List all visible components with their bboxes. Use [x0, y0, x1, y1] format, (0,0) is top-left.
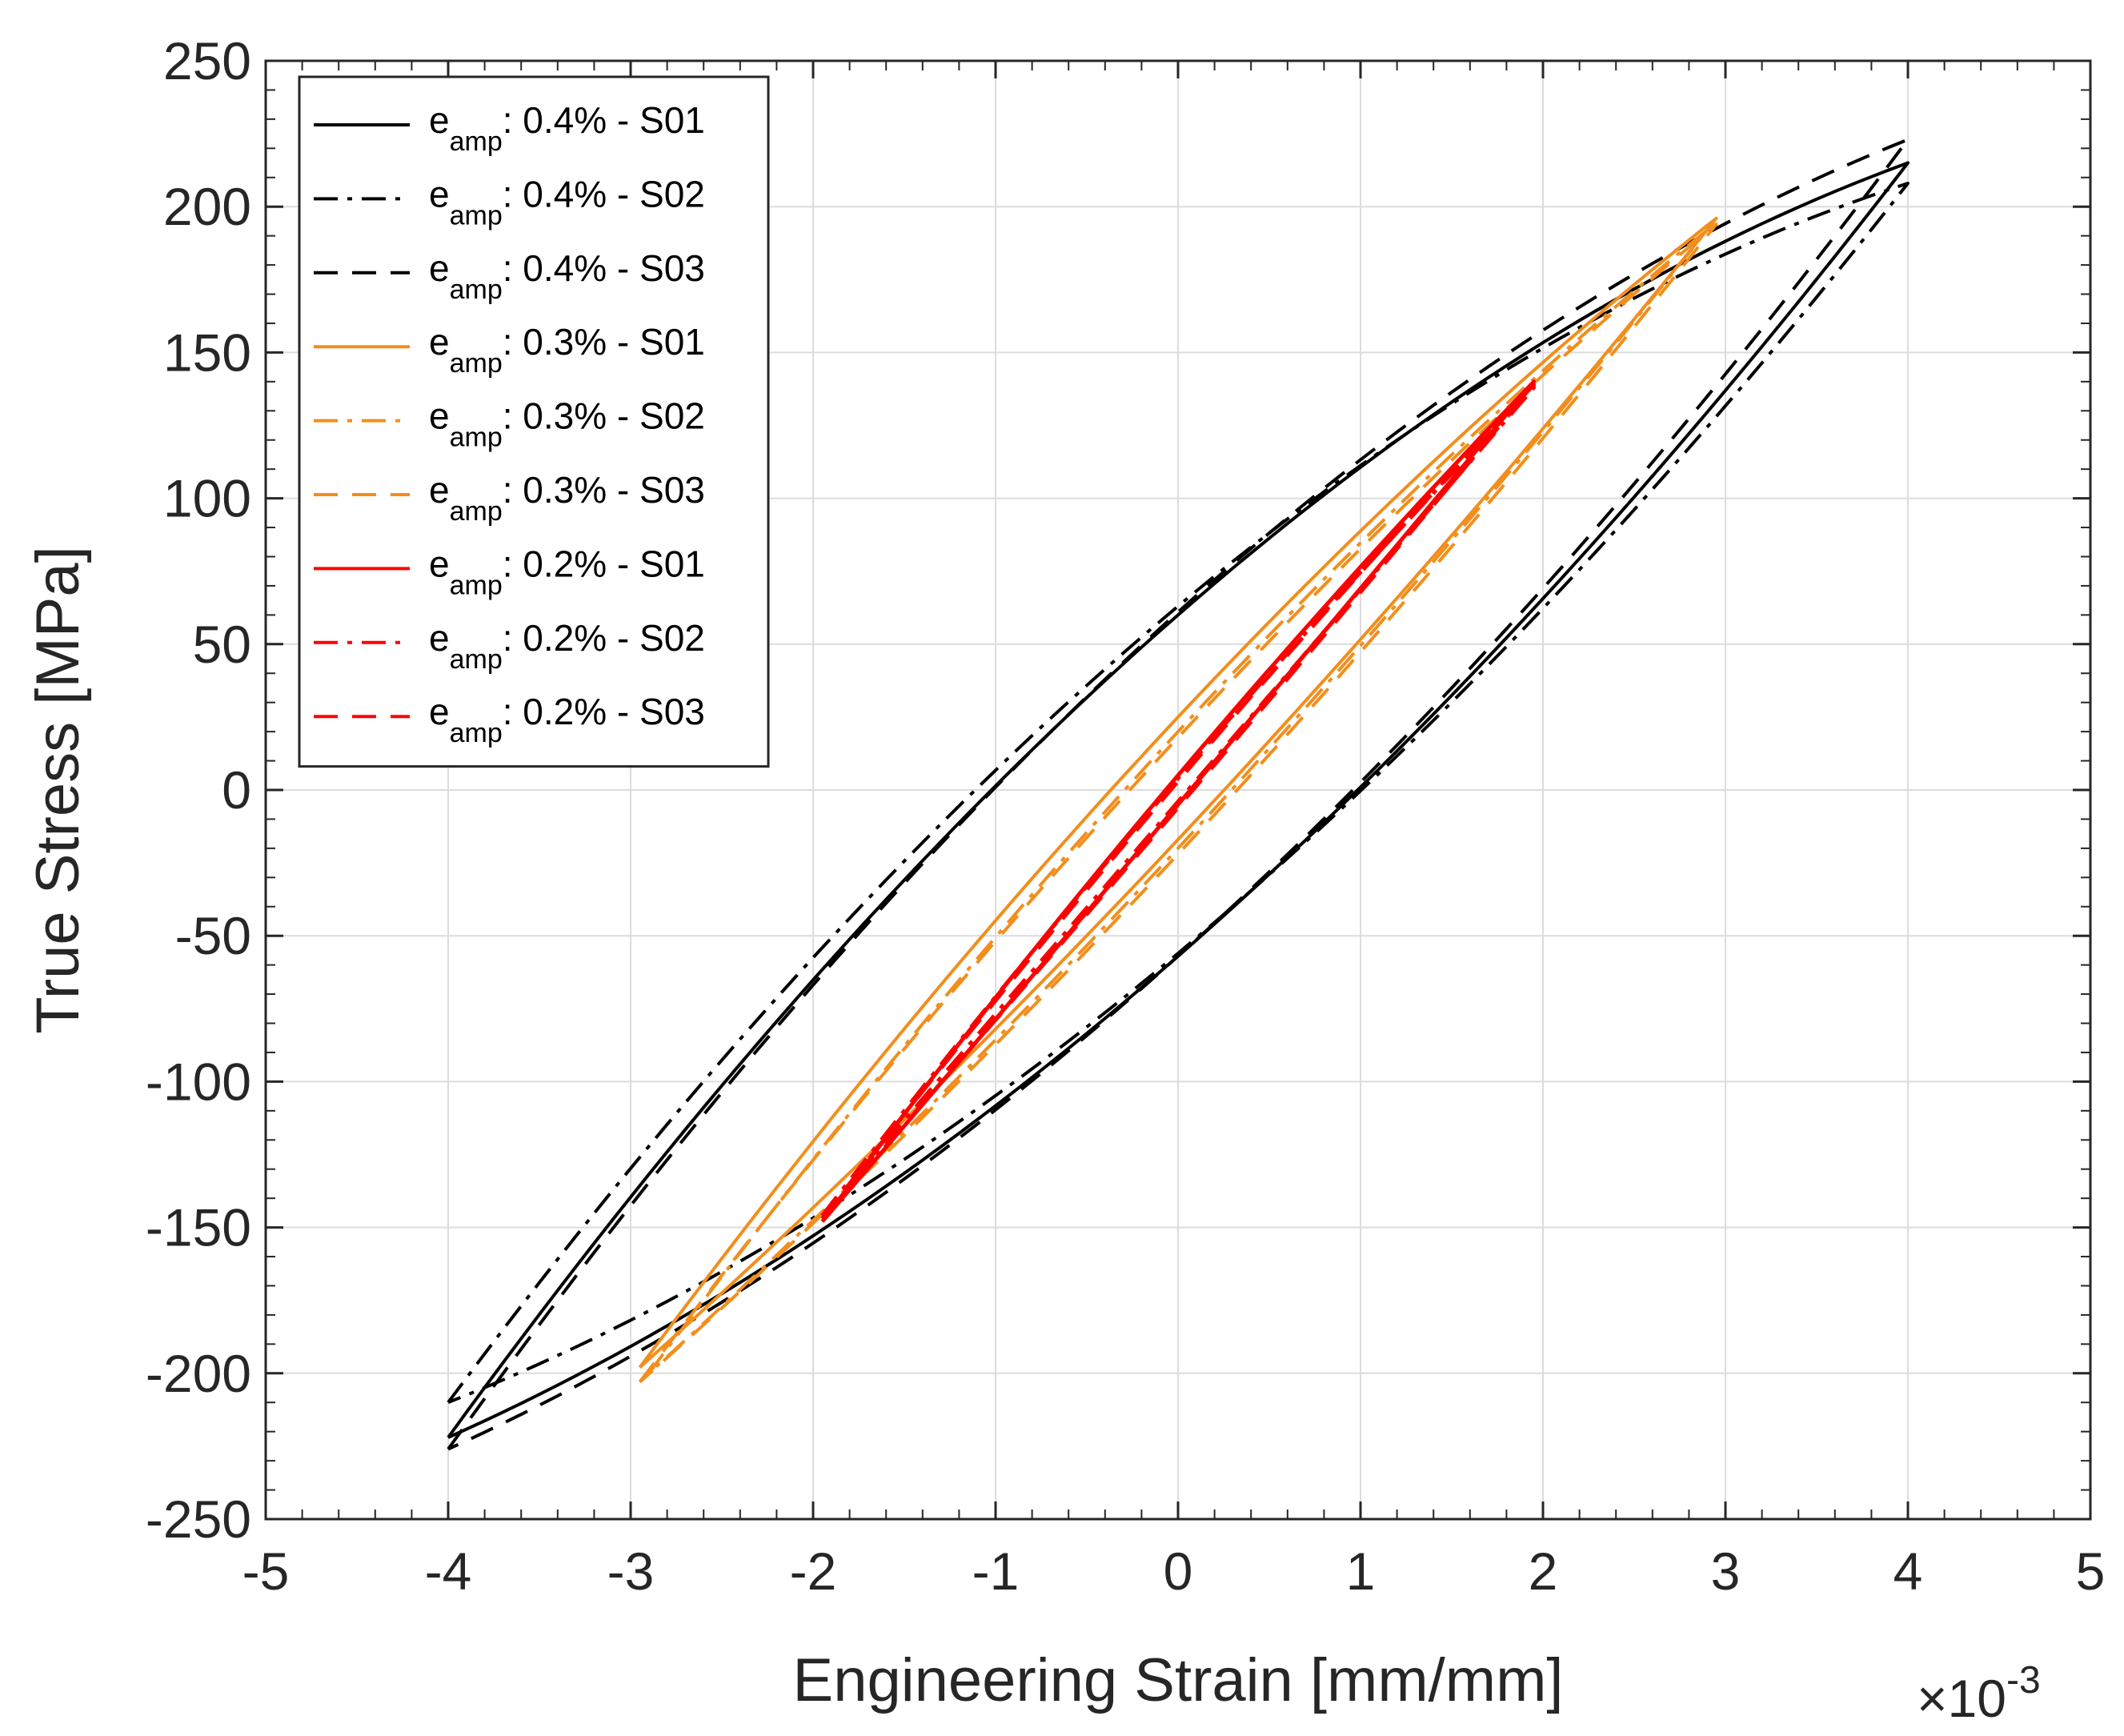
x-multiplier-base: ×10 — [1917, 1669, 2006, 1728]
legend-entry-subscript: amp — [450, 348, 503, 379]
legend-entry-subscript: amp — [450, 644, 503, 675]
series-loop — [638, 216, 1718, 1369]
y-tick-label: -50 — [175, 906, 251, 965]
y-tick-label: -100 — [146, 1052, 251, 1111]
legend-entry-symbol: e — [429, 395, 450, 437]
legend-entry-label: : 0.4% - S03 — [503, 247, 705, 289]
y-tick-label: -250 — [146, 1489, 251, 1549]
y-tick-label: 50 — [193, 615, 251, 674]
legend-entry-label: : 0.3% - S02 — [503, 395, 705, 437]
legend-entry-label: : 0.4% - S01 — [503, 99, 705, 141]
legend-entry-label: : 0.4% - S02 — [503, 173, 705, 214]
x-tick-label: -4 — [425, 1542, 472, 1601]
legend-entry: eamp: 0.2% - S03 — [429, 691, 705, 748]
x-tick-label: 0 — [1164, 1542, 1193, 1601]
x-tick-label: 3 — [1711, 1542, 1741, 1601]
legend-entry-subscript: amp — [450, 718, 503, 748]
legend-entry-subscript: amp — [450, 496, 503, 527]
x-tick-label: 4 — [1894, 1542, 1923, 1601]
x-tick-label: 2 — [1529, 1542, 1558, 1601]
legend-entry: eamp: 0.3% - S02 — [429, 395, 705, 453]
legend-entry-symbol: e — [429, 321, 450, 363]
axis-tick-labels: -5 -4 -3 -2 -1 0 1 2 3 4 5 250 200 150 100 50 0 -50 -100 -1… — [146, 31, 2105, 1601]
series-loop — [447, 138, 1910, 1451]
legend-entry: eamp: 0.4% - S02 — [429, 173, 705, 231]
legend-entry-symbol: e — [429, 247, 450, 289]
series-loop — [447, 182, 1910, 1405]
y-tick-label: 150 — [163, 323, 251, 382]
legend-entry-label: : 0.3% - S03 — [503, 469, 705, 511]
legend-entry: eamp: 0.4% - S03 — [429, 247, 705, 305]
series-loop — [820, 383, 1537, 1221]
x-tick-label: -3 — [607, 1542, 655, 1601]
y-axis-title: True Stress [MPa] — [24, 546, 92, 1034]
legend-entry-label: : 0.2% - S03 — [503, 691, 705, 732]
plot-area-series — [447, 138, 1910, 1451]
legend-entry-symbol: e — [429, 691, 450, 732]
legend-entry-subscript: amp — [450, 126, 503, 157]
x-tick-label: 5 — [2076, 1542, 2106, 1601]
legend-entry: eamp: 0.3% - S01 — [429, 321, 705, 379]
y-tick-label: 100 — [163, 469, 251, 528]
series-loop — [447, 161, 1910, 1439]
series-loop — [820, 379, 1537, 1223]
legend-entry-label: : 0.2% - S02 — [503, 617, 705, 659]
axis-ticks — [264, 59, 2092, 1521]
legend-entry-symbol: e — [429, 173, 450, 214]
y-tick-label: 0 — [222, 760, 251, 820]
y-tick-label: 250 — [163, 31, 251, 90]
x-tick-label: 1 — [1346, 1542, 1376, 1601]
legend-entry-symbol: e — [429, 99, 450, 141]
legend-entry-subscript: amp — [450, 423, 503, 453]
legend-entry-label: : 0.3% - S01 — [503, 321, 705, 363]
legend-entry-subscript: amp — [450, 200, 503, 231]
legend-entry-symbol: e — [429, 543, 450, 584]
legend-entry-symbol: e — [429, 617, 450, 659]
y-tick-label: -200 — [146, 1344, 251, 1403]
x-multiplier-exponent: -3 — [2006, 1659, 2041, 1702]
legend-entry-symbol: e — [429, 469, 450, 511]
x-axis-multiplier: ×10-3 — [1917, 1659, 2041, 1728]
y-tick-label: -150 — [146, 1198, 251, 1257]
x-axis-title: Engineering Strain [mm/mm] — [793, 1646, 1564, 1714]
legend-entry: eamp: 0.2% - S02 — [429, 617, 705, 675]
legend-entry: eamp: 0.3% - S03 — [429, 469, 705, 527]
legend-entry-label: : 0.2% - S01 — [503, 543, 705, 584]
x-tick-label: -5 — [242, 1542, 290, 1601]
legend-entry-subscript: amp — [450, 275, 503, 305]
series-loop — [638, 223, 1718, 1384]
y-tick-label: 200 — [163, 177, 251, 236]
x-tick-label: -1 — [972, 1542, 1020, 1601]
legend-entry-subscript: amp — [450, 570, 503, 600]
legend-entry: eamp: 0.4% - S01 — [429, 99, 705, 157]
legend-entry: eamp: 0.2% - S01 — [429, 543, 705, 600]
x-tick-label: -2 — [790, 1542, 837, 1601]
